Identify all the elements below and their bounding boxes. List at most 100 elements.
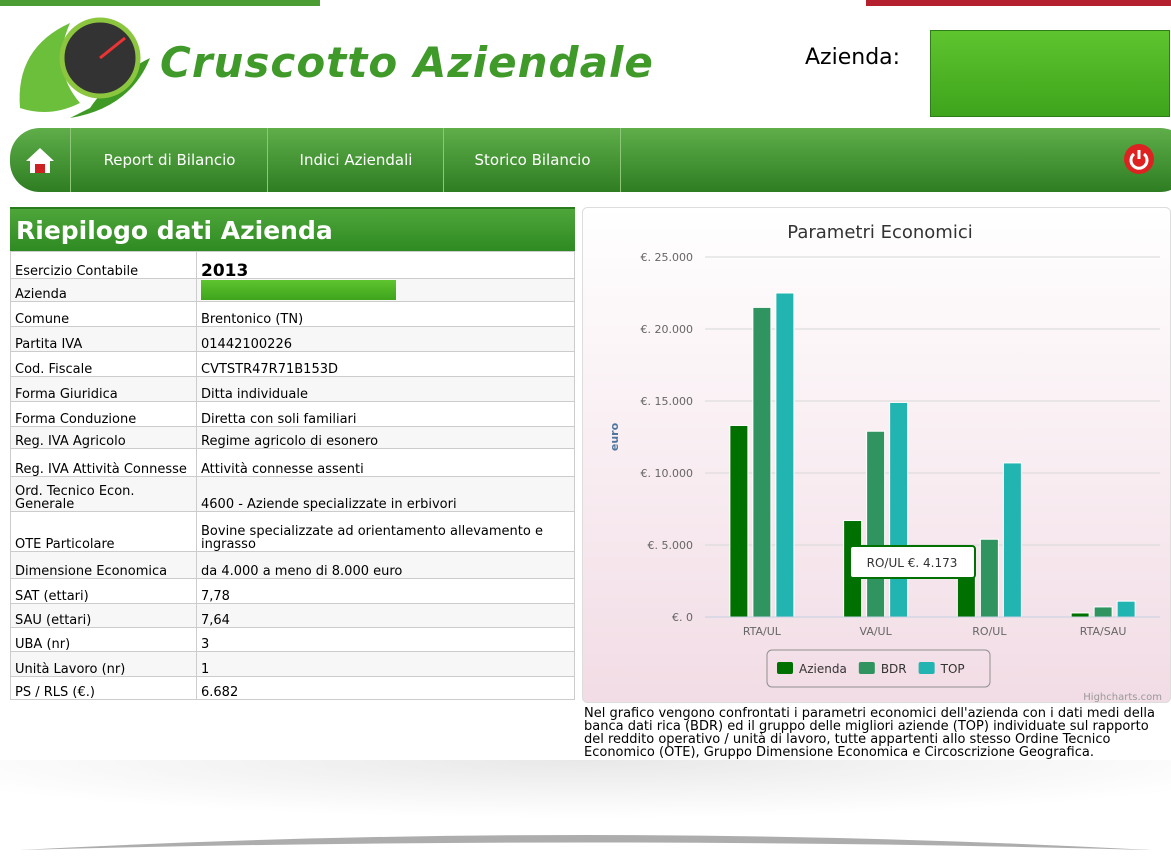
field-label: Dimensione Economica bbox=[10, 551, 197, 579]
legend-swatch bbox=[858, 662, 875, 674]
bar bbox=[1002, 462, 1022, 618]
company-label: Azienda: bbox=[805, 45, 901, 70]
top-bar bbox=[866, 0, 1171, 6]
field-label: Forma Giuridica bbox=[10, 376, 197, 402]
table-row: SAU (ettari) 7,64 bbox=[10, 603, 575, 628]
table-row: OTE Particolare Bovine specializzate ad o… bbox=[10, 511, 575, 552]
y-tick-label: €. 0 bbox=[672, 611, 693, 624]
field-value: Attività connesse assenti bbox=[196, 448, 575, 477]
table-row: Forma Conduzione Diretta con soli familia… bbox=[10, 401, 575, 427]
field-label: Ord. Tecnico Econ. Generale bbox=[10, 476, 197, 512]
field-value: 01442100226 bbox=[196, 326, 575, 352]
footer-shadow bbox=[0, 760, 1171, 857]
bar bbox=[889, 401, 909, 618]
legend-box bbox=[766, 649, 991, 688]
field-label: SAT (ettari) bbox=[10, 578, 197, 604]
legend-label: BDR bbox=[881, 662, 907, 676]
field-label: Comune bbox=[10, 301, 197, 327]
table-row: Partita IVA 01442100226 bbox=[10, 326, 575, 352]
field-label: Partita IVA bbox=[10, 326, 197, 352]
field-value: Diretta con soli familiari bbox=[196, 401, 575, 427]
table-row: UBA (nr) 3 bbox=[10, 627, 575, 652]
company-box bbox=[930, 30, 1170, 117]
summary-table: Esercizio Contabile 2013 Azienda Comune Bren… bbox=[10, 251, 575, 700]
table-row: Ord. Tecnico Econ. Generale 4600 - Aziend… bbox=[10, 476, 575, 512]
chart-title: Parametri Economici bbox=[787, 222, 972, 243]
tooltip-text: RO/UL €. 4.173 bbox=[867, 556, 958, 570]
legend-swatch bbox=[777, 662, 793, 674]
nav-item[interactable]: Report di Bilancio bbox=[70, 128, 268, 192]
field-value: Bovine specializzate ad orientamento all… bbox=[196, 511, 575, 552]
field-value: 1 bbox=[196, 651, 575, 677]
logo bbox=[19, 17, 150, 118]
field-label: PS / RLS (€.) bbox=[10, 676, 197, 700]
table-row: Azienda bbox=[10, 278, 575, 302]
table-row: Comune Brentonico (TN) bbox=[10, 301, 575, 327]
y-tick-label: €. 10.000 bbox=[641, 467, 693, 480]
field-label: Reg. IVA Attività Connesse bbox=[10, 448, 197, 477]
field-value bbox=[196, 278, 575, 302]
table-row: Forma Giuridica Ditta individuale bbox=[10, 376, 575, 402]
nav-item[interactable]: Indici Aziendali bbox=[267, 128, 444, 192]
field-value: 7,78 bbox=[196, 578, 575, 604]
bar bbox=[1093, 606, 1113, 618]
credits: Highcharts.com bbox=[1083, 692, 1162, 703]
field-value: 4600 - Aziende specializzate in erbivori bbox=[196, 476, 575, 512]
table-row: Unità Lavoro (nr) 1 bbox=[10, 651, 575, 677]
field-label: Reg. IVA Agricolo bbox=[10, 426, 197, 449]
description: Nel grafico vengono confrontati i parame… bbox=[584, 707, 1155, 759]
bar bbox=[752, 306, 772, 618]
bar bbox=[1070, 612, 1090, 618]
bar bbox=[729, 424, 749, 618]
table-row: Dimensione Economica da 4.000 a meno di 8… bbox=[10, 551, 575, 579]
y-axis-title: euro bbox=[608, 422, 621, 451]
logout-button[interactable] bbox=[1124, 144, 1154, 174]
legend-label: Azienda bbox=[799, 662, 847, 676]
table-row: Esercizio Contabile 2013 bbox=[10, 251, 575, 280]
field-value: Brentonico (TN) bbox=[196, 301, 575, 327]
table-row: PS / RLS (€.) 6.682 bbox=[10, 676, 575, 700]
bar bbox=[1116, 600, 1136, 618]
nav-item[interactable]: Storico Bilancio bbox=[443, 128, 621, 192]
tooltip-box bbox=[849, 545, 976, 579]
field-value: da 4.000 a meno di 8.000 euro bbox=[196, 551, 575, 579]
legend-label: TOP bbox=[940, 662, 965, 676]
chart: Parametri Economici euro Highcharts.com … bbox=[582, 207, 1171, 703]
field-value: 7,64 bbox=[196, 603, 575, 628]
bar bbox=[866, 430, 886, 618]
table-row: Reg. IVA Attività Connesse Attività conne… bbox=[10, 448, 575, 477]
table-row: Reg. IVA Agricolo Regime agricolo di eson… bbox=[10, 426, 575, 449]
field-label: UBA (nr) bbox=[10, 627, 197, 652]
y-tick-label: €. 25.000 bbox=[641, 251, 693, 264]
top-bar bbox=[0, 0, 320, 6]
redacted-box bbox=[201, 280, 396, 300]
y-tick-label: €. 5.000 bbox=[648, 539, 693, 552]
y-tick-label: €. 20.000 bbox=[641, 323, 693, 336]
x-tick-label: RO/UL bbox=[972, 625, 1007, 638]
home-icon[interactable] bbox=[25, 146, 55, 174]
x-tick-label: RTA/UL bbox=[743, 625, 782, 638]
field-value: CVTSTR47R71B153D bbox=[196, 351, 575, 377]
table-row: SAT (ettari) 7,78 bbox=[10, 578, 575, 604]
field-value: Regime agricolo di esonero bbox=[196, 426, 575, 449]
y-tick-label: €. 15.000 bbox=[641, 395, 693, 408]
field-label: SAU (ettari) bbox=[10, 603, 197, 628]
field-value: Ditta individuale bbox=[196, 376, 575, 402]
field-label: OTE Particolare bbox=[10, 511, 197, 552]
app-title: Cruscotto Aziendale bbox=[160, 38, 654, 87]
field-value: 3 bbox=[196, 627, 575, 652]
nav-divider bbox=[620, 128, 621, 192]
bar bbox=[979, 538, 999, 618]
field-label: Forma Conduzione bbox=[10, 401, 197, 427]
field-label: Azienda bbox=[10, 278, 197, 302]
field-value: 6.682 bbox=[196, 676, 575, 700]
field-value: 2013 bbox=[196, 251, 575, 280]
x-tick-label: VA/UL bbox=[860, 625, 893, 638]
panel-title: Riepilogo dati Azienda bbox=[10, 207, 575, 251]
summary-panel: Riepilogo dati Azienda Esercizio Contabi… bbox=[10, 207, 575, 700]
bar bbox=[775, 292, 795, 618]
field-label: Esercizio Contabile bbox=[10, 251, 197, 279]
legend-swatch bbox=[918, 662, 935, 674]
field-label: Cod. Fiscale bbox=[10, 351, 197, 377]
